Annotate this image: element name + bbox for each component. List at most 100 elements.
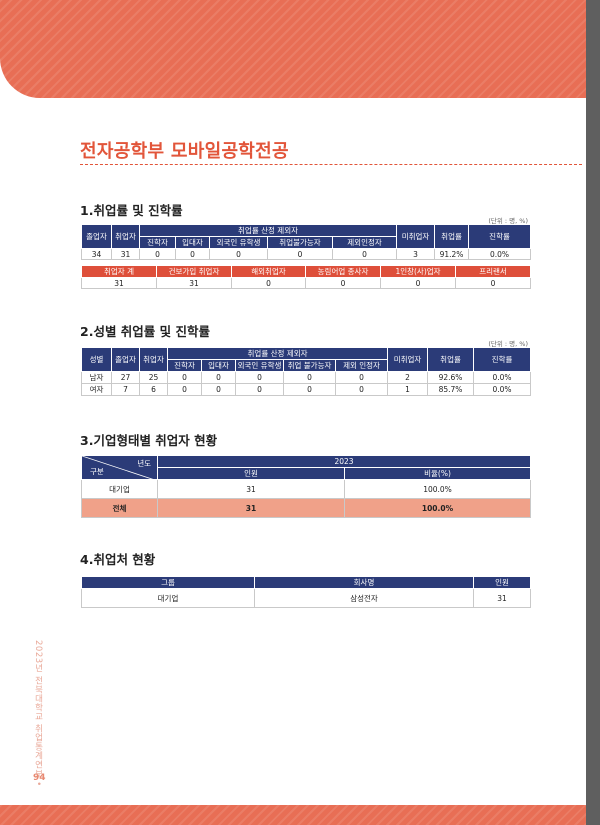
header-detail: 프리랜서 — [455, 265, 531, 278]
table-row: 남자 27 25 0 0 0 0 0 2 92.6% 0.0% — [81, 371, 532, 384]
cell: 0 — [235, 383, 284, 396]
cell: 0 — [334, 371, 389, 384]
footer-band — [0, 805, 586, 825]
cell: 0 — [139, 248, 176, 260]
diagonal-line-icon — [82, 456, 152, 479]
title-divider — [80, 164, 582, 165]
cell: 0 — [231, 277, 306, 289]
header-excluded-group: 취업률 산정 제외자 — [138, 224, 398, 237]
header-adv-rate: 진학률 — [468, 224, 532, 249]
cell: 대기업 — [81, 479, 158, 499]
cell: 0 — [209, 248, 268, 260]
corner-type-label: 구분 — [90, 467, 104, 476]
header-emp-rate: 취업률 — [434, 224, 470, 249]
cell: 27 — [111, 371, 140, 384]
table-row: 31 31 0 0 0 0 — [81, 277, 531, 289]
header-sub: 취업불가능자 — [267, 236, 333, 249]
cell: 31 — [111, 248, 140, 260]
cell: 91.2% — [434, 248, 470, 260]
header-sub: 제외인정자 — [331, 236, 398, 249]
header-emp-rate: 취업률 — [427, 347, 475, 372]
cell: 0.0% — [468, 248, 532, 260]
cell: 0 — [267, 248, 333, 260]
header-sub: 외국인 유학생 — [235, 359, 284, 372]
cell: 남자 — [81, 371, 112, 384]
cell: 6 — [139, 383, 168, 396]
table-row: 대기업 삼성전자 31 — [81, 588, 531, 608]
header-detail: 건보가입 취업자 — [156, 265, 232, 278]
cell: 0 — [305, 277, 381, 289]
cell: 92.6% — [427, 371, 475, 384]
cell: 2 — [387, 371, 429, 384]
cell: 31 — [473, 588, 531, 608]
header-people: 인원 — [157, 467, 345, 480]
cell: 전체 — [81, 498, 158, 518]
cell: 0 — [334, 383, 389, 396]
cell: 100.0% — [344, 498, 531, 518]
employment-rate-table: 졸업자 취업자 취업률 산정 제외자 미취업자 취업률 진학률 진학자 입대자 … — [81, 224, 532, 260]
cell: 7 — [111, 383, 140, 396]
header-adv-rate: 진학률 — [473, 347, 532, 372]
header-sub: 진학자 — [139, 236, 176, 249]
cell: 대기업 — [81, 588, 255, 608]
cell: 100.0% — [344, 479, 531, 499]
cell: 0 — [380, 277, 456, 289]
header-gender: 성별 — [81, 347, 112, 372]
header-graduates: 졸업자 — [111, 347, 140, 372]
cell: 0 — [283, 383, 336, 396]
cell: 0 — [175, 248, 210, 260]
table-row: 여자 7 6 0 0 0 0 0 1 85.7% 0.0% — [81, 383, 532, 396]
cell: 0 — [201, 383, 236, 396]
header-count: 인원 — [473, 576, 531, 589]
cell: 3 — [396, 248, 436, 260]
cell: 31 — [156, 277, 232, 289]
cell: 0 — [201, 371, 236, 384]
header-ratio: 비율(%) — [344, 467, 531, 480]
cell: 0 — [331, 248, 398, 260]
corner-year-label: 년도 — [137, 459, 151, 468]
header-sub: 제외 인정자 — [334, 359, 389, 372]
section1-unit: (단위 : 명, %) — [488, 217, 528, 225]
header-detail: 해외취업자 — [231, 265, 306, 278]
section2-heading: 2.성별 취업률 및 진학률 — [80, 324, 211, 339]
header-excluded-group: 취업률 산정 제외자 — [166, 347, 389, 360]
header-sub: 입대자 — [175, 236, 210, 249]
cell: 0 — [455, 277, 531, 289]
header-company: 회사명 — [254, 576, 474, 589]
cell: 0.0% — [473, 371, 532, 384]
header-graduates: 졸업자 — [81, 224, 112, 249]
section3-heading: 3.기업형태별 취업자 현황 — [80, 433, 218, 448]
header-detail: 취업자 계 — [81, 265, 157, 278]
side-label: 2023년 전북대학교 취업통계연보 • — [33, 640, 43, 787]
table-row: 대기업 31 100.0% — [81, 479, 531, 499]
header-group: 그룹 — [81, 576, 255, 589]
cell: 31 — [157, 479, 345, 499]
header-employed: 취업자 — [139, 347, 168, 372]
page-title: 전자공학부 모바일공학전공 — [80, 141, 289, 162]
employment-detail-table: 취업자 계 건보가입 취업자 해외취업자 농림어업 종사자 1인창(사)업자 프… — [81, 265, 531, 289]
header-detail: 1인창(사)업자 — [380, 265, 456, 278]
total-row: 전체 31 100.0% — [81, 498, 531, 518]
page-edge — [586, 0, 600, 825]
header-sub: 외국인 유학생 — [209, 236, 268, 249]
cell: 31 — [81, 277, 157, 289]
header-year: 2023 — [157, 455, 531, 468]
cell: 0 — [167, 383, 202, 396]
cell: 여자 — [81, 383, 112, 396]
cell: 25 — [139, 371, 168, 384]
header-sub: 진학자 — [167, 359, 202, 372]
header-sub: 입대자 — [201, 359, 236, 372]
section2-unit: (단위 : 명, %) — [488, 340, 528, 348]
section1-heading: 1.취업률 및 진학률 — [80, 203, 183, 218]
employer-table: 그룹 회사명 인원 대기업 삼성전자 31 — [81, 576, 531, 608]
cell: 34 — [81, 248, 112, 260]
header-detail: 농림어업 종사자 — [305, 265, 381, 278]
cell: 1 — [387, 383, 429, 396]
table-row: 34 31 0 0 0 0 0 3 91.2% 0.0% — [81, 248, 532, 260]
cell: 0 — [235, 371, 284, 384]
header-unemployed: 미취업자 — [396, 224, 436, 249]
cell: 0.0% — [473, 383, 532, 396]
corner-header: 년도 구분 — [81, 455, 158, 480]
header-unemployed: 미취업자 — [387, 347, 429, 372]
